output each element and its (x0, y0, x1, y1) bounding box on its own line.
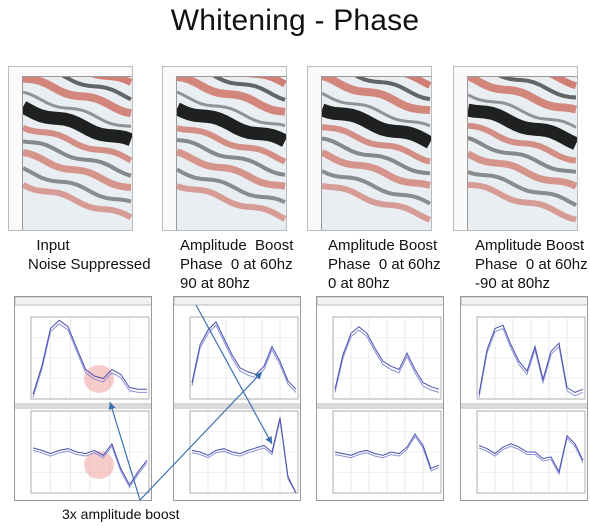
seismic-panel-boost-90 (162, 66, 287, 231)
spectrum-panel-boost-neg90 (460, 296, 588, 501)
seismic-reflector (322, 91, 431, 128)
caption-boost-0: Amplitude Boost Phase 0 at 60hz 0 at 80h… (328, 237, 441, 292)
seismic-reflector (468, 93, 577, 129)
amplitude-curve-secondary (478, 327, 584, 398)
seismic-reflector (23, 90, 132, 128)
seismic-reflector (468, 122, 577, 164)
seismic-reflector (23, 124, 132, 164)
spectrum-panel-boost-0 (316, 296, 444, 501)
seismic-top-axis (163, 67, 286, 77)
phase-curve (478, 434, 584, 474)
seismic-reflector (177, 138, 286, 177)
seismic-top-axis (454, 67, 577, 77)
seismic-image (322, 77, 431, 230)
seismic-reflector (468, 150, 577, 190)
spectrum-plot (461, 297, 587, 494)
seismic-reflector (23, 149, 132, 191)
seismic-image (177, 77, 286, 230)
amplitude-curve-secondary (334, 329, 440, 393)
seismic-image (23, 77, 132, 230)
spectrum-top-axis (317, 297, 443, 306)
seismic-reflector (468, 103, 577, 150)
seismic-reflector (322, 103, 431, 149)
seismic-reflector (322, 149, 431, 189)
caption-input: Input Noise Suppressed (28, 237, 151, 273)
seismic-reflector (177, 167, 286, 204)
seismic-reflector (322, 124, 431, 165)
seismic-reflector (177, 183, 286, 222)
spectrum-top-axis (461, 297, 587, 306)
seismic-reflector (23, 101, 132, 146)
spectrum-divider (174, 403, 300, 409)
seismic-top-axis (308, 67, 431, 77)
spectrum-plot (317, 297, 443, 494)
seismic-reflector (322, 136, 431, 176)
seismic-reflector (468, 135, 577, 174)
seismic-left-axis (163, 76, 177, 230)
seismic-reflector (23, 166, 132, 204)
seismic-reflector (322, 169, 431, 206)
phase-curve-secondary (334, 435, 440, 472)
caption-boost-90: Amplitude Boost Phase 0 at 60hz 90 at 80… (180, 237, 294, 292)
seismic-reflector (468, 181, 577, 223)
seismic-reflector (23, 182, 132, 221)
phase-curve-secondary (478, 437, 584, 476)
amplitude-curve (32, 319, 147, 395)
amplitude-boost-label: 3x amplitude boost (62, 506, 180, 522)
seismic-reflector (354, 77, 431, 102)
seismic-reflector (468, 77, 577, 114)
seismic-reflector (177, 77, 286, 116)
caption-boost-neg90: Amplitude Boost Phase 0 at 60hz -90 at 8… (475, 237, 588, 292)
seismic-reflector (177, 148, 286, 190)
seismic-left-axis (454, 76, 468, 230)
seismic-panel-boost-neg90 (453, 66, 578, 231)
seismic-left-axis (308, 76, 322, 230)
highlight-region (84, 365, 114, 393)
seismic-reflector (468, 170, 577, 207)
spectrum-divider (461, 403, 587, 409)
spectrum-plot (15, 297, 151, 494)
seismic-left-axis (9, 76, 23, 230)
seismic-reflector (177, 102, 286, 147)
spectrum-divider (317, 403, 443, 409)
seismic-reflector (322, 77, 431, 115)
highlight-region (84, 451, 114, 479)
seismic-reflector (212, 77, 286, 102)
amplitude-curve (478, 324, 584, 395)
seismic-reflector (177, 90, 286, 127)
amplitude-curve-secondary (32, 322, 147, 398)
spectrum-plot (174, 297, 300, 494)
seismic-reflector (322, 183, 431, 223)
amplitude-curve (334, 326, 440, 390)
seismic-reflector (177, 125, 286, 165)
spectrum-top-axis (174, 297, 300, 306)
seismic-reflector (61, 77, 132, 102)
seismic-panel-input (8, 66, 133, 231)
spectrum-panel-input (14, 296, 152, 501)
seismic-top-axis (9, 67, 132, 77)
seismic-reflector (23, 77, 132, 118)
slide-title: Whitening - Phase (170, 4, 420, 37)
spectrum-divider (15, 403, 151, 409)
phase-curve (334, 433, 440, 470)
seismic-reflector (548, 77, 577, 90)
spectrum-top-axis (15, 297, 151, 306)
spectrum-panel-boost-90 (173, 296, 301, 501)
seismic-reflector (23, 139, 132, 178)
seismic-reflector (497, 77, 577, 100)
seismic-image (468, 77, 577, 230)
seismic-panel-boost-0 (307, 66, 432, 231)
